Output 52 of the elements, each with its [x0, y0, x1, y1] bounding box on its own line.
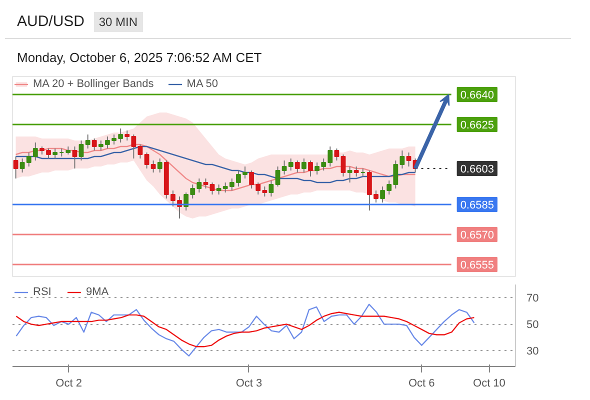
candlestick [144, 152, 150, 169]
candlestick [52, 148, 58, 159]
candlestick [294, 160, 300, 173]
candlestick [268, 180, 274, 197]
legend-label: 9MA [86, 286, 109, 298]
ref-line-label: 0.6570 [460, 230, 494, 242]
text: 30 MIN [94, 12, 143, 32]
candlestick [340, 154, 346, 177]
candlestick [406, 152, 412, 167]
candlestick [347, 166, 352, 183]
candlestick [112, 134, 116, 145]
candlestick [85, 134, 90, 149]
candlestick [118, 128, 124, 143]
chart-title: AUD/USD [17, 13, 85, 30]
line-series [16, 304, 475, 357]
candlestick [210, 182, 215, 195]
candlestick [374, 190, 378, 203]
ref-line-label: 0.6555 [460, 260, 494, 272]
candlestick [105, 136, 110, 149]
candlestick [78, 140, 84, 161]
legend-label: MA 20 + Bollinger Bands [33, 78, 154, 90]
y-tick-label: 70 [526, 292, 539, 305]
candlestick [334, 148, 340, 161]
candlestick [150, 160, 156, 173]
candlestick [203, 178, 208, 189]
candlestick [157, 158, 162, 173]
line-series [16, 312, 475, 348]
candlestick [275, 166, 280, 187]
candlestick [301, 158, 306, 173]
y-tick-label: 50 [526, 319, 539, 332]
legend-label: MA 50 [186, 78, 218, 90]
candlestick [308, 160, 313, 177]
candlestick [13, 156, 18, 179]
x-tick-label: Oct 2 [56, 378, 82, 390]
candlestick [366, 170, 372, 211]
x-tick-label: Oct 6 [408, 378, 435, 390]
candlestick [46, 148, 51, 159]
candlestick [98, 140, 104, 151]
legend-label: RSI [33, 286, 52, 298]
ref-line-label: 0.6603 [460, 164, 494, 176]
ref-line-label: 0.6585 [460, 200, 494, 212]
candlestick [138, 144, 143, 159]
ref-line-label: 0.6625 [460, 120, 494, 132]
candlestick [92, 138, 97, 151]
x-tick-label: Oct 10 [473, 378, 506, 390]
candlestick [242, 166, 248, 179]
x-tick-label: Oct 3 [236, 378, 262, 390]
ref-line-label: 0.6640 [460, 90, 494, 102]
candlestick [354, 166, 359, 177]
y-tick-label: 30 [526, 346, 539, 358]
chart-subtitle: Monday, October 6, 2025 7:06:52 AM CET [16, 49, 263, 68]
candlestick [72, 146, 78, 169]
